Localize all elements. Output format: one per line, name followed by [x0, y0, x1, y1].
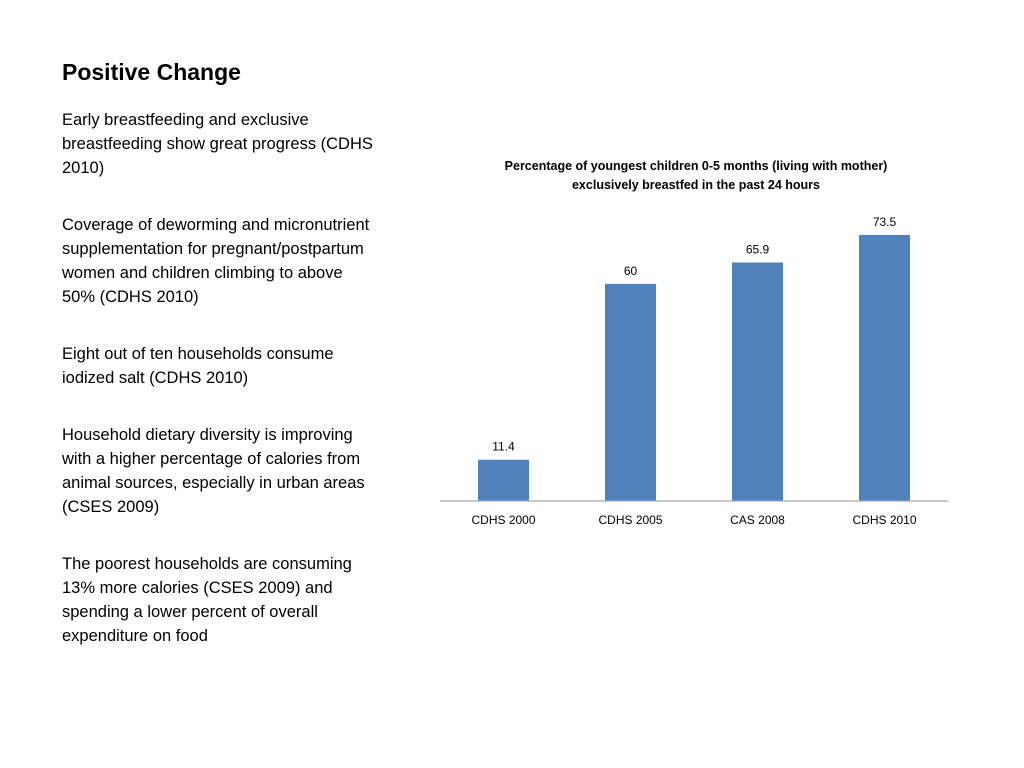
x-tick-label-2: CAS 2008: [730, 513, 785, 527]
bar-1: [605, 283, 656, 501]
bullet-list: Early breastfeeding and exclusive breast…: [62, 108, 380, 681]
slide-title: Positive Change: [62, 59, 241, 85]
bar-series: 11.4 60 65.9 73.5: [478, 215, 910, 501]
x-axis-ticks: CDHS 2000 CDHS 2005 CAS 2008 CDHS 2010: [471, 513, 916, 527]
bullet-item: Household dietary diversity is improving…: [62, 426, 365, 516]
bar-2: [732, 262, 783, 501]
bullet-item: The poorest households are consuming 13%…: [62, 555, 352, 645]
x-tick-label-3: CDHS 2010: [852, 513, 916, 527]
x-tick-label-0: CDHS 2000: [471, 513, 535, 527]
chart-title-line-2: exclusively breastfed in the past 24 hou…: [572, 178, 820, 192]
data-label-1: 60: [624, 264, 638, 278]
bullet-item: Coverage of deworming and micronutrient …: [62, 216, 370, 306]
bullet-item: Eight out of ten households consume iodi…: [62, 345, 334, 387]
data-label-2: 65.9: [746, 243, 770, 257]
bar-chart: Percentage of youngest children 0-5 mont…: [440, 159, 948, 527]
data-label-0: 11.4: [492, 440, 515, 454]
bullet-item: Early breastfeeding and exclusive breast…: [62, 111, 373, 177]
x-tick-label-1: CDHS 2005: [598, 513, 662, 527]
bar-0: [478, 459, 529, 501]
bar-3: [859, 235, 910, 501]
data-label-3: 73.5: [873, 215, 897, 229]
chart-title-line-1: Percentage of youngest children 0-5 mont…: [505, 159, 888, 173]
